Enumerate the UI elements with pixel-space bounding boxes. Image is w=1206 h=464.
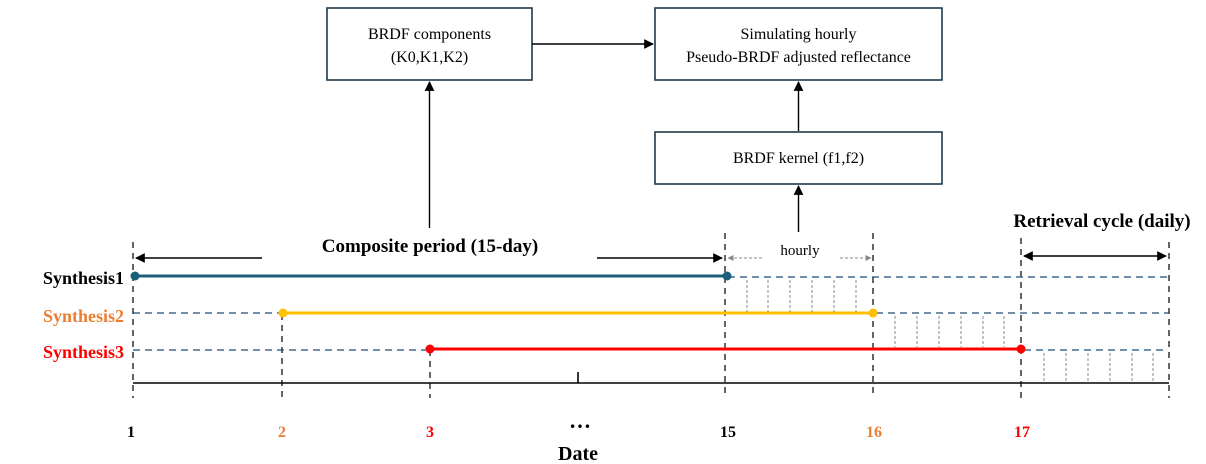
date-label-17: 17 — [1014, 424, 1030, 441]
simulating-line1: Simulating hourly — [741, 26, 857, 43]
hourly-ticks-synthesis1 — [746, 280, 857, 312]
date-label-15: 15 — [720, 424, 736, 441]
synthesis-dashed-lines — [133, 276, 1169, 351]
synthesis1-bar — [130, 271, 732, 281]
synthesis2-bar — [278, 308, 878, 318]
date-label-2: 2 — [278, 424, 286, 441]
date-label-16: 16 — [866, 424, 882, 441]
brdf-kernel-box: BRDF kernel (f1,f2) — [654, 131, 943, 185]
x-axis-title: Date — [558, 443, 598, 464]
hourly-label: hourly — [780, 243, 820, 259]
date-ellipsis: … — [569, 408, 591, 433]
synthesis1-label: Synthesis1 — [43, 268, 124, 288]
simulating-line2: Pseudo-BRDF adjusted reflectance — [686, 49, 911, 66]
simulating-box: Simulating hourly Pseudo-BRDF adjusted r… — [654, 7, 943, 81]
date-axis — [133, 372, 1169, 384]
synthesis2-label: Synthesis2 — [43, 306, 124, 326]
composite-period-label: Composite period (15-day) — [322, 236, 538, 257]
synthesis3-label: Synthesis3 — [43, 342, 124, 362]
synthesis3-bar — [425, 344, 1026, 354]
hourly-ticks-synthesis3 — [1043, 353, 1154, 383]
brdf-kernel-label: BRDF kernel (f1,f2) — [733, 150, 864, 167]
date-label-1: 1 — [127, 424, 135, 441]
retrieval-cycle-label: Retrieval cycle (daily) — [1013, 211, 1190, 232]
brdf-components-box: BRDF components (K0,K1,K2) — [326, 7, 533, 81]
hourly-ticks-synthesis2 — [894, 316, 1005, 347]
brdf-components-line1: BRDF components — [368, 26, 491, 43]
date-label-3: 3 — [426, 424, 434, 441]
brdf-components-line2: (K0,K1,K2) — [391, 49, 468, 66]
